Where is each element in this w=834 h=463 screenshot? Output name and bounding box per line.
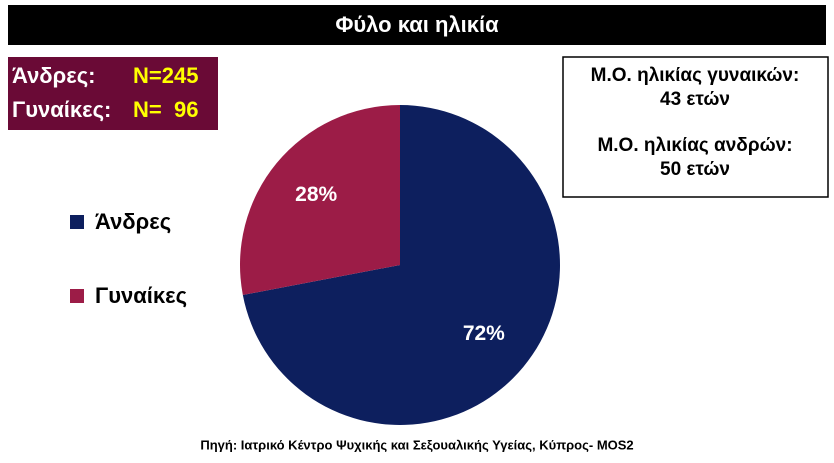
age-note: 50 ετών	[660, 159, 730, 180]
count-label: Άνδρες:	[12, 63, 95, 88]
legend-label: Άνδρες	[95, 209, 171, 234]
count-label: Γυναίκες:	[12, 97, 111, 122]
legend-swatch	[70, 289, 84, 303]
age-note: Μ.Ο. ηλικίας γυναικών:	[591, 65, 800, 86]
legend-label: Γυναίκες	[95, 283, 187, 308]
title-bar	[8, 5, 826, 45]
pie-slice	[240, 105, 400, 295]
age-box	[562, 56, 829, 198]
pie-slice	[242, 105, 560, 425]
count-box	[8, 57, 218, 130]
count-value: N=245	[133, 63, 198, 88]
value-label: 28%	[295, 183, 337, 206]
source: Πηγή: Ιατρικό Κέντρο Ψυχικής και Σεξουαλ…	[200, 437, 633, 452]
age-note: Μ.Ο. ηλικίας ανδρών:	[597, 135, 792, 156]
chart-title: Φύλο και ηλικία	[335, 12, 499, 37]
age-note: 43 ετών	[660, 89, 730, 110]
legend-swatch	[70, 215, 84, 229]
value-label: 72%	[463, 322, 505, 345]
count-value: N= 96	[133, 97, 198, 122]
